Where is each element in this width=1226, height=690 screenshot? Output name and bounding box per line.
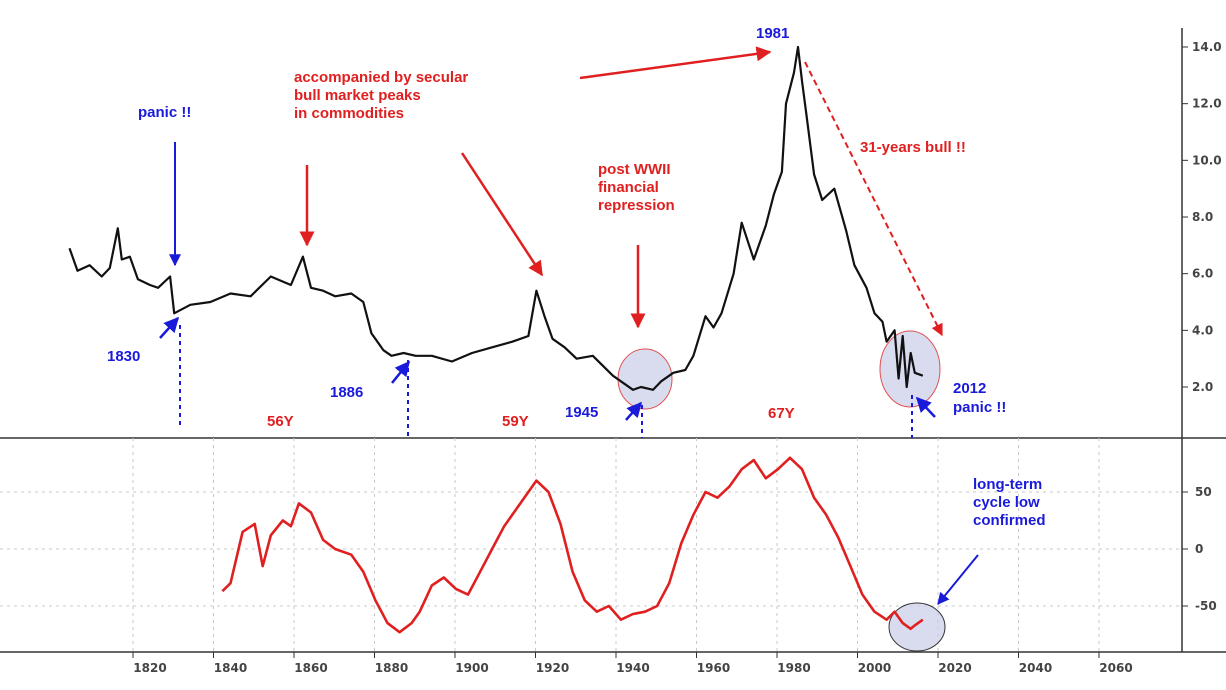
arrow-1830: [159, 316, 180, 339]
arrow-1945: [625, 401, 642, 421]
top-ytick-label: 2.0: [1192, 380, 1213, 394]
cycle-series-line: [221, 456, 924, 634]
xtick-label: 2000: [858, 661, 891, 675]
label-longterm-1: long-term: [973, 476, 1042, 493]
arrow-2012: [915, 396, 936, 418]
x-ticks: 1820 1840 1860 1880 1900 1920 1940 1960 1980 2000…: [132, 652, 1133, 675]
xtick-label: 1880: [375, 661, 408, 675]
top-ytick-label: 14.0: [1192, 40, 1222, 54]
label-longterm-3: confirmed: [973, 512, 1046, 529]
bottom-ytick-label: 50: [1195, 485, 1212, 499]
bottom-ytick-label: -50: [1195, 599, 1217, 613]
xtick-label: 2020: [938, 661, 971, 675]
xtick-label: 1960: [697, 661, 730, 675]
top-ytick-label: 8.0: [1192, 210, 1213, 224]
label-wwii-2: financial: [598, 179, 659, 196]
arrow-1916-peak: [460, 152, 544, 277]
label-longterm-2: cycle low: [973, 494, 1040, 511]
top-ytick-label: 10.0: [1192, 153, 1222, 167]
highlight-2012: [879, 330, 941, 408]
label-accompanied-3: in commodities: [294, 105, 404, 122]
top-ytick-label: 12.0: [1192, 97, 1222, 111]
xtick-label: 1900: [455, 661, 488, 675]
xtick-label: 2040: [1019, 661, 1052, 675]
label-1981: 1981: [756, 25, 789, 42]
cycle-points: [222, 457, 923, 633]
label-panic-top: panic !!: [138, 104, 191, 121]
label-accompanied-2: bull market peaks: [294, 87, 421, 104]
label-59y: 59Y: [502, 413, 529, 430]
top-ytick-label: 6.0: [1192, 267, 1213, 281]
xtick-label: 2060: [1099, 661, 1132, 675]
label-67y: 67Y: [768, 405, 795, 422]
label-wwii-1: post WWII: [598, 161, 670, 178]
arrow-1886: [391, 360, 410, 384]
bottom-y-ticks: 50 0 -50: [1182, 485, 1217, 613]
price-points: [69, 46, 923, 390]
label-wwii-3: repression: [598, 197, 675, 214]
label-1830: 1830: [107, 348, 140, 365]
label-panic-bottom: panic !!: [953, 399, 1006, 416]
label-1945: 1945: [565, 404, 598, 421]
top-y-ticks: 14.0 12.0 10.0 8.0 6.0 4.0 2.0: [1182, 40, 1222, 394]
bottom-grid: [0, 438, 1182, 652]
price-series-line: [68, 45, 924, 391]
label-2012: 2012: [953, 380, 986, 397]
arrow-1981-peak: [579, 46, 772, 80]
xtick-label: 1940: [616, 661, 649, 675]
xtick-label: 1840: [214, 661, 247, 675]
label-accompanied-1: accompanied by secular: [294, 69, 468, 86]
bottom-ytick-label: 0: [1195, 542, 1203, 556]
xtick-label: 1920: [536, 661, 569, 675]
label-56y: 56Y: [267, 413, 294, 430]
top-ytick-label: 4.0: [1192, 323, 1213, 337]
highlight-cycle-low: [888, 602, 946, 652]
arrow-longterm: [937, 554, 979, 605]
xtick-label: 1980: [777, 661, 810, 675]
label-31-years-bull: 31-years bull !!: [860, 139, 966, 156]
arrow-31-years: [804, 61, 943, 337]
label-1886: 1886: [330, 384, 363, 401]
xtick-label: 1820: [133, 661, 166, 675]
xtick-label: 1860: [294, 661, 327, 675]
